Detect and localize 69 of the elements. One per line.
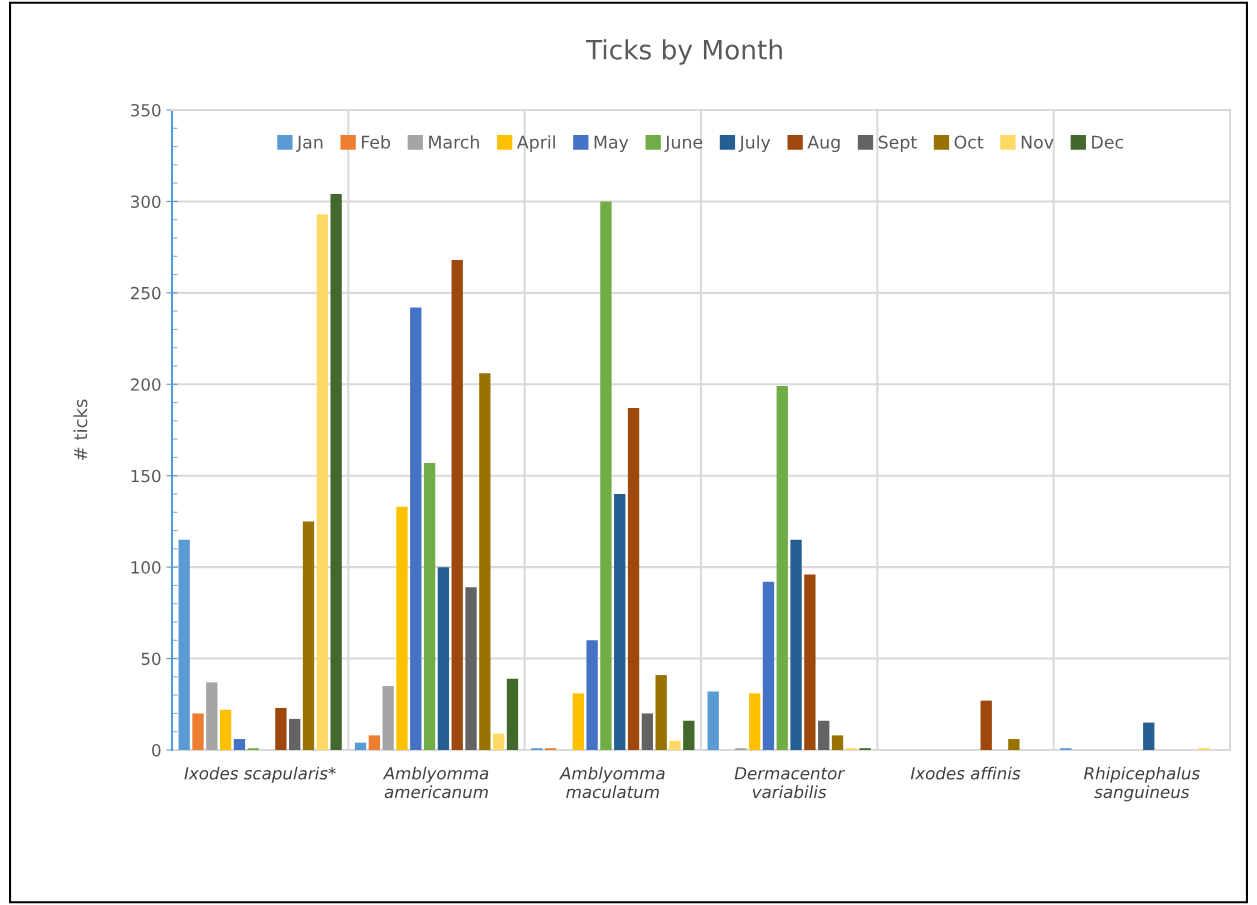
- bar: [818, 720, 830, 750]
- x-tick-label: Amblyomma maculatum: [559, 766, 665, 799]
- legend-label: Sept: [878, 135, 917, 153]
- bar: [354, 742, 367, 750]
- bar: [479, 373, 491, 750]
- bar: [368, 735, 381, 750]
- bar: [707, 691, 719, 750]
- bar: [492, 733, 505, 750]
- bar: [410, 307, 422, 750]
- legend-label: Feb: [361, 135, 391, 149]
- legend-label: April: [516, 135, 555, 153]
- x-tick-label: Ixodes scapularis*: [184, 766, 336, 783]
- bar: [748, 693, 761, 750]
- bar: [437, 567, 450, 750]
- y-tick-label: 100: [131, 561, 161, 574]
- y-tick-label: 50: [141, 652, 161, 666]
- legend-label: March: [429, 135, 479, 149]
- bar: [614, 494, 626, 750]
- x-tick-label: Amblyomma americanum: [382, 766, 489, 799]
- bar: [506, 678, 519, 750]
- bar: [423, 462, 436, 750]
- legend-label: May: [594, 135, 629, 153]
- bar: [669, 740, 681, 750]
- bar: [316, 214, 328, 750]
- bar: [396, 506, 408, 750]
- chart-title: Ticks by Month: [585, 39, 782, 65]
- bar: [330, 194, 342, 750]
- bar: [980, 700, 992, 750]
- bar: [233, 739, 246, 750]
- y-tick-label: 350: [131, 103, 161, 117]
- bar: [831, 735, 844, 750]
- bar: [804, 574, 816, 750]
- x-tick-label: Ixodes affinis: [910, 766, 1021, 780]
- y-tick-label: 200: [130, 378, 161, 391]
- y-axis-title: # ticks: [73, 399, 88, 460]
- legend-label: Nov: [1021, 135, 1054, 149]
- bar: [776, 386, 788, 750]
- y-tick-label: 300: [131, 195, 161, 208]
- bar: [790, 539, 802, 750]
- bar: [600, 201, 612, 750]
- bar: [382, 686, 394, 750]
- bar: [762, 581, 775, 750]
- x-tick-label: Dermacentor variabilis: [734, 767, 846, 799]
- bar: [275, 707, 287, 750]
- bar: [683, 720, 695, 750]
- legend-label: Aug: [807, 135, 840, 153]
- bar: [206, 682, 218, 750]
- bar: [641, 713, 654, 750]
- bar: [655, 675, 667, 750]
- bar: [572, 693, 584, 750]
- legend-label: July: [738, 135, 771, 153]
- legend-label: Jan: [296, 135, 323, 152]
- legend-label: Oct: [954, 135, 984, 149]
- bar: [1008, 739, 1020, 750]
- x-tick-label: Rhipicephalus sanguineus: [1083, 766, 1200, 802]
- bar: [1143, 722, 1155, 750]
- y-tick-label: 150: [131, 469, 161, 483]
- legend-label: Dec: [1092, 135, 1123, 149]
- bar: [302, 521, 315, 750]
- bar: [192, 713, 204, 750]
- bar: [465, 587, 477, 750]
- y-tick-label: 250: [130, 286, 161, 300]
- bar: [219, 709, 232, 750]
- bar: [627, 408, 640, 750]
- bar: [586, 640, 598, 750]
- y-tick-label: 0: [152, 743, 161, 757]
- legend-label: June: [664, 135, 703, 152]
- bar: [289, 718, 301, 750]
- bar: [451, 259, 463, 750]
